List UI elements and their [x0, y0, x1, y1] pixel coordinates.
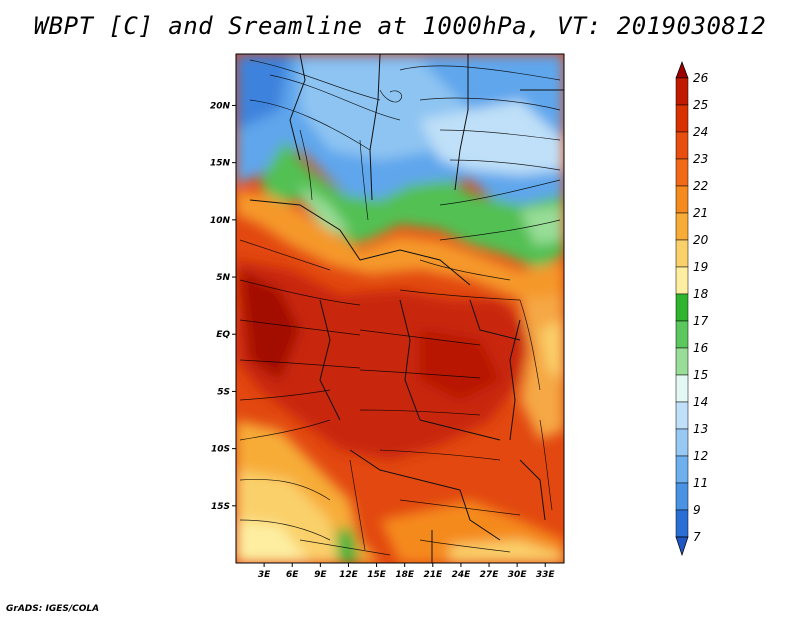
y-tick-label: 5S [217, 387, 230, 397]
y-tick-label: EQ [216, 330, 230, 340]
colorbar-bin [675, 401, 689, 430]
colorbar-label: 12 [693, 449, 708, 463]
colorbar-bin [675, 77, 689, 106]
x-tick-label: 3E [258, 570, 271, 580]
x-tick-label: 27E [480, 570, 500, 580]
colorbar-bin [675, 482, 689, 511]
colorbar-label: 9 [693, 503, 701, 517]
colorbar-label: 17 [693, 314, 709, 328]
colorbar-bin [675, 131, 689, 160]
colorbar-label: 20 [693, 233, 709, 247]
colorbar-label: 21 [693, 206, 708, 220]
colorbar-bin [675, 239, 689, 268]
colorbar-label: 7 [693, 530, 701, 544]
y-tick-label: 5N [216, 273, 230, 283]
colorbar-label: 18 [693, 287, 709, 301]
colorbar-label: 22 [693, 179, 708, 193]
colorbar-bottom-arrow [675, 536, 689, 557]
colorbar-top-arrow [675, 61, 689, 79]
colorbar-bin [675, 185, 689, 214]
y-tick-label: 10N [210, 216, 231, 226]
y-axis: 20N 15N 10N 5N EQ 5S 10S 15S [210, 101, 236, 512]
colorbar-label: 25 [693, 98, 708, 112]
x-tick-label: 15E [367, 570, 387, 580]
y-tick-label: 15S [211, 502, 230, 512]
country-borders [249, 54, 564, 563]
grads-credit: GrADS: IGES/COLA [6, 604, 100, 614]
colorbar-bin [675, 293, 689, 322]
streamlines [239, 59, 561, 556]
colorbar-bin [675, 266, 689, 295]
map-frame [235, 53, 565, 564]
colorbar-bin [675, 104, 689, 133]
chart-title: WBPT [C] and Sreamline at 1000hPa, VT: 2… [33, 12, 767, 40]
colorbar-bin [675, 320, 689, 349]
colorbar-bin [675, 212, 689, 241]
x-tick-label: 9E [314, 570, 327, 580]
y-tick-label: 15N [210, 159, 231, 169]
x-tick-label: 24E [452, 570, 472, 580]
x-tick-label: 21E [423, 570, 443, 580]
colorbar-label: 15 [693, 368, 708, 382]
colorbar-label: 23 [693, 152, 708, 166]
x-tick-label: 12E [339, 570, 359, 580]
colorbar-bin [675, 158, 689, 187]
x-tick-label: 6E [286, 570, 299, 580]
colorbar-bin [675, 428, 689, 457]
colorbar-bin [675, 347, 689, 376]
x-axis: 3E 6E 9E 12E 15E 18E 21E 24E 27E 30E 33E [258, 563, 556, 580]
colorbar-label: 16 [693, 341, 709, 355]
colorbar-label: 14 [693, 395, 708, 409]
colorbar-label: 13 [693, 422, 708, 436]
x-tick-label: 33E [536, 570, 556, 580]
colorbar: 26 25 24 23 22 21 20 19 18 17 16 15 14 13 12 11 9 7 [675, 61, 709, 557]
colorbar-label: 24 [693, 125, 708, 139]
colorbar-label: 11 [693, 476, 708, 490]
colorbar-bin [675, 374, 689, 403]
colorbar-bin [675, 455, 689, 484]
map-plot-area [236, 54, 564, 563]
y-tick-label: 20N [210, 101, 231, 111]
x-tick-label: 30E [508, 570, 528, 580]
colorbar-bin [675, 509, 689, 538]
colorbar-label: 26 [693, 71, 709, 85]
colorbar-label: 19 [693, 260, 708, 274]
y-tick-label: 10S [211, 445, 230, 455]
x-tick-label: 18E [395, 570, 415, 580]
